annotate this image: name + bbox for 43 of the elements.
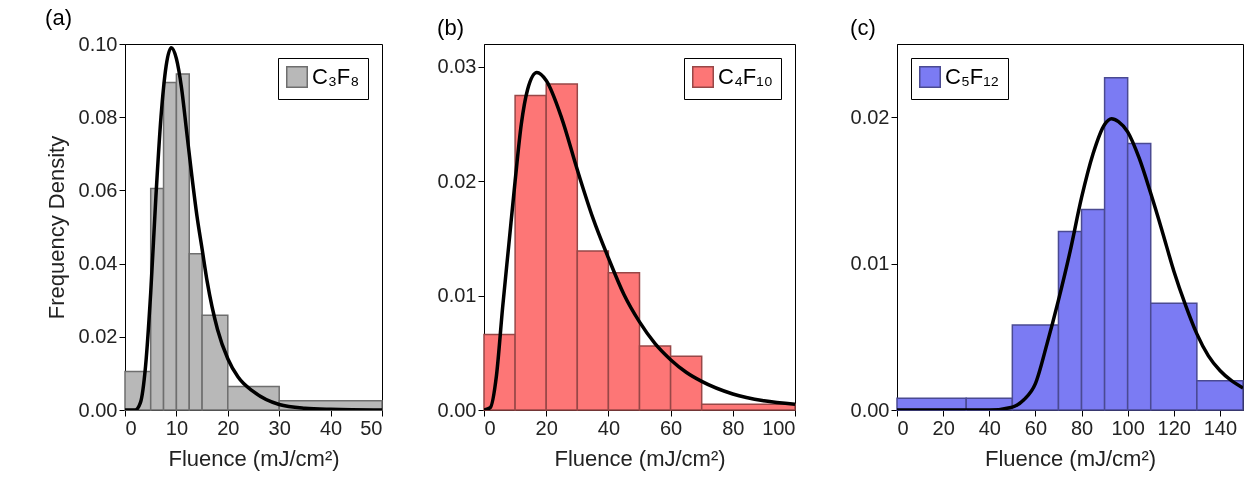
chart-title: (b) <box>437 15 464 40</box>
y-tick-label: 0.00 <box>437 398 477 421</box>
y-tick-label: 0.06 <box>78 178 118 201</box>
legend-label: C₅F₁₂ <box>945 64 1000 89</box>
x-axis-title: Fluence (mJ/cm²) <box>984 445 1157 471</box>
x-tick-label: 30 <box>268 416 291 439</box>
y-tick-label: 0.01 <box>850 252 890 275</box>
y-tick-label: 0.02 <box>437 169 477 192</box>
x-tick-label: 0 <box>484 416 496 439</box>
chart-title: (c) <box>850 15 876 40</box>
x-tick-label: 100 <box>762 416 796 439</box>
x-tick-label: 0 <box>897 416 909 439</box>
legend-label: C₄F₁₀ <box>718 64 773 89</box>
y-tick-label: 0.01 <box>437 284 477 307</box>
chart-title: (a) <box>45 5 72 30</box>
y-tick-label: 0.02 <box>78 325 118 348</box>
x-tick-label: 140 <box>1203 416 1238 439</box>
x-tick-label: 20 <box>217 416 240 439</box>
y-tick-label: 0.08 <box>78 105 118 128</box>
x-tick-label: 100 <box>1111 416 1145 439</box>
x-tick-label: 10 <box>165 416 189 439</box>
x-tick-label: 40 <box>597 416 621 439</box>
x-tick-label: 80 <box>722 416 745 439</box>
y-tick-label: 0.10 <box>78 32 118 55</box>
y-tick-label: 0.03 <box>437 55 477 78</box>
x-tick-label: 60 <box>1024 416 1048 439</box>
x-tick-label: 60 <box>659 416 683 439</box>
x-tick-label: 20 <box>932 416 955 439</box>
y-axis-title: Frequency Density <box>43 135 69 320</box>
x-axis-title: Fluence (mJ/cm²) <box>554 445 726 471</box>
x-tick-label: 120 <box>1157 416 1191 439</box>
x-tick-label: 80 <box>1070 416 1094 439</box>
legend-label: C₃F₈ <box>312 64 360 89</box>
x-tick-label: 40 <box>319 416 343 439</box>
y-tick-label: 0.00 <box>78 398 118 421</box>
x-tick-label: 50 <box>360 416 383 439</box>
x-tick-label: 20 <box>535 416 558 439</box>
x-axis-title: Fluence (mJ/cm²) <box>168 445 340 471</box>
y-tick-label: 0.04 <box>78 252 118 275</box>
x-tick-label: 0 <box>125 416 137 439</box>
x-tick-label: 40 <box>978 416 1001 439</box>
y-tick-label: 0.02 <box>850 105 890 128</box>
y-tick-label: 0.00 <box>850 398 890 421</box>
